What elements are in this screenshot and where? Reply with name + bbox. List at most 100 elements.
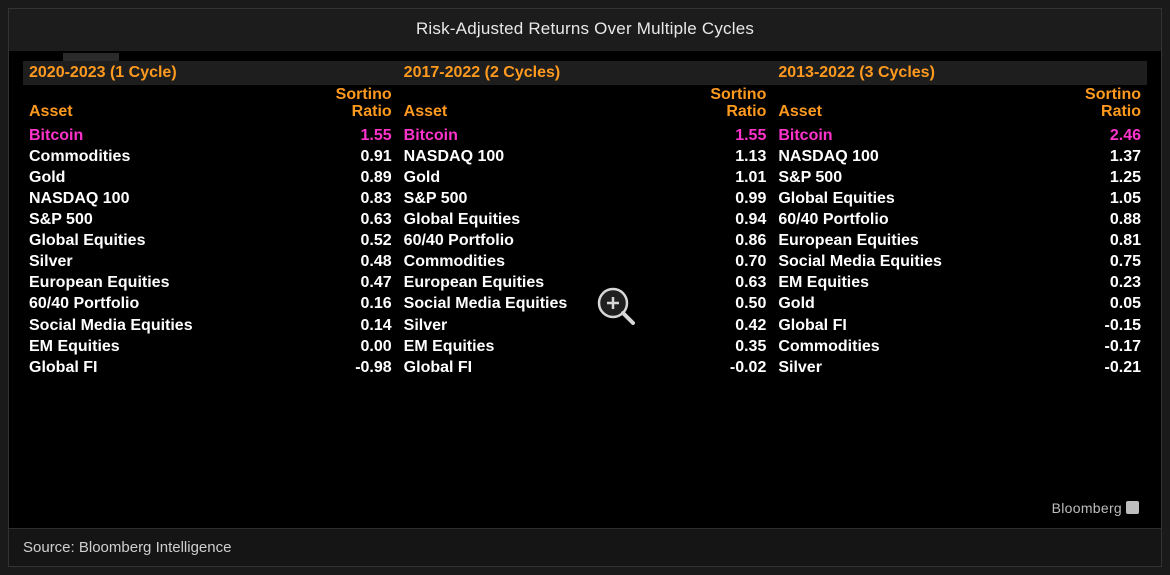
table-row: NASDAQ 1000.83 [29,188,392,209]
ratio-cell: 0.94 [676,209,766,230]
table-row: Gold1.01 [404,167,767,188]
ratio-cell: 0.86 [676,230,766,251]
asset-cell: Global Equities [29,230,302,251]
table-row: S&P 5001.25 [778,167,1141,188]
ratio-cell: 0.14 [302,315,392,336]
table-row: Bitcoin2.46 [778,125,1141,146]
asset-cell: Silver [404,315,677,336]
ratio-cell: 0.63 [302,209,392,230]
scrub-marker [63,53,119,61]
ratio-cell: 1.55 [302,125,392,146]
asset-cell: Global FI [778,315,1051,336]
table-row: Gold0.05 [778,293,1141,314]
table-row: Commodities0.70 [404,251,767,272]
ratio-cell: -0.98 [302,357,392,378]
table-row: Global Equities0.52 [29,230,392,251]
table-row: Global FI-0.02 [404,357,767,378]
ratio-cell: 2.46 [1051,125,1141,146]
table-row: Global Equities0.94 [404,209,767,230]
table-row: Social Media Equities0.50 [404,293,767,314]
terminal-frame: Risk-Adjusted Returns Over Multiple Cycl… [8,8,1162,567]
brand-icon [1126,501,1139,514]
header-ratio: SortinoRatio [676,87,766,121]
ratio-cell: 0.05 [1051,293,1141,314]
column-headers: AssetSortinoRatio [778,87,1141,125]
cycle-label-0: 2020-2023 (1 Cycle) [23,61,398,85]
panel-0: AssetSortinoRatioBitcoin1.55Commodities0… [23,87,398,378]
panel-1: AssetSortinoRatio Bitcoin1.55NASDAQ 1001.… [398,87,773,378]
ratio-cell: 1.13 [676,146,766,167]
ratio-cell: 0.70 [676,251,766,272]
asset-cell: Bitcoin [29,125,302,146]
cycle-label-2: 2013-2022 (3 Cycles) [772,61,1147,85]
table-row: Bitcoin1.55 [29,125,392,146]
table-row: European Equities0.47 [29,272,392,293]
table-row: NASDAQ 1001.37 [778,146,1141,167]
ratio-cell: 0.75 [1051,251,1141,272]
asset-cell: S&P 500 [404,188,677,209]
terminal-body: 2020-2023 (1 Cycle) 2017-2022 (2 Cycles)… [9,51,1161,528]
ratio-cell: 0.91 [302,146,392,167]
cycle-header-row: 2020-2023 (1 Cycle) 2017-2022 (2 Cycles)… [23,61,1147,85]
asset-cell: European Equities [778,230,1051,251]
ratio-cell: -0.02 [676,357,766,378]
table-row: European Equities0.81 [778,230,1141,251]
ratio-cell: 0.16 [302,293,392,314]
table-row: Silver0.42 [404,315,767,336]
ratio-cell: 1.01 [676,167,766,188]
table-row: NASDAQ 1001.13 [404,146,767,167]
asset-cell: 60/40 Portfolio [404,230,677,251]
header-asset: Asset [29,104,302,121]
ratio-cell: 0.42 [676,315,766,336]
asset-cell: European Equities [29,272,302,293]
asset-cell: Global FI [404,357,677,378]
asset-cell: NASDAQ 100 [778,146,1051,167]
asset-cell: Bitcoin [404,125,677,146]
asset-cell: Global Equities [778,188,1051,209]
table-row: 60/40 Portfolio0.16 [29,293,392,314]
brand-watermark: Bloomberg [23,490,1147,522]
table-row: Gold0.89 [29,167,392,188]
source-attribution: Source: Bloomberg Intelligence [9,528,1161,566]
asset-cell: NASDAQ 100 [29,188,302,209]
asset-cell: Bitcoin [778,125,1051,146]
asset-cell: Global Equities [404,209,677,230]
brand-text: Bloomberg [1052,500,1122,516]
table-row: 60/40 Portfolio0.88 [778,209,1141,230]
asset-cell: Social Media Equities [404,293,677,314]
ratio-cell: 1.37 [1051,146,1141,167]
asset-cell: EM Equities [404,336,677,357]
cycle-label-1: 2017-2022 (2 Cycles) [398,61,773,85]
asset-cell: 60/40 Portfolio [29,293,302,314]
ratio-cell: 0.83 [302,188,392,209]
ratio-cell: 0.99 [676,188,766,209]
ratio-cell: 0.00 [302,336,392,357]
header-asset: Asset [404,104,677,121]
table-row: Global FI-0.98 [29,357,392,378]
asset-cell: Gold [404,167,677,188]
header-ratio: SortinoRatio [302,87,392,121]
ratio-cell: 1.55 [676,125,766,146]
table-row: Silver-0.21 [778,357,1141,378]
asset-cell: Silver [29,251,302,272]
asset-cell: S&P 500 [778,167,1051,188]
asset-cell: Gold [29,167,302,188]
table-row: Silver0.48 [29,251,392,272]
table-row: Global FI-0.15 [778,315,1141,336]
table-row: S&P 5000.63 [29,209,392,230]
asset-cell: Commodities [778,336,1051,357]
ratio-cell: 1.25 [1051,167,1141,188]
ratio-cell: 0.48 [302,251,392,272]
table-row: EM Equities0.23 [778,272,1141,293]
table-row: Commodities-0.17 [778,336,1141,357]
asset-cell: 60/40 Portfolio [778,209,1051,230]
table-row: European Equities0.63 [404,272,767,293]
ratio-cell: 0.88 [1051,209,1141,230]
table-row: Commodities0.91 [29,146,392,167]
asset-cell: Silver [778,357,1051,378]
ratio-cell: 0.47 [302,272,392,293]
ratio-cell: 0.50 [676,293,766,314]
asset-cell: European Equities [404,272,677,293]
ratio-cell: 0.89 [302,167,392,188]
asset-cell: Social Media Equities [29,315,302,336]
